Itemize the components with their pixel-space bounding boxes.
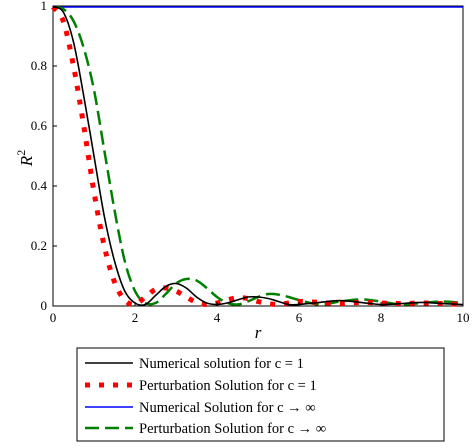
y-axis-label: R2 <box>14 150 36 167</box>
legend-label-3: Perturbation Solution for c → ∞ <box>139 421 326 437</box>
legend: Numerical solution for c = 1 Perturbation… <box>76 347 445 442</box>
y-axis-label-base: R <box>17 155 36 167</box>
x-axis-label: r <box>255 323 262 342</box>
y-tick-label: 1 <box>41 0 48 13</box>
tick-layer: 0 2 4 6 8 10 0 0.2 0.4 0.6 0.8 1 <box>31 0 470 325</box>
y-axis-label-superscript: 2 <box>14 150 28 156</box>
legend-label-2: Numerical Solution for c → ∞ <box>139 400 316 416</box>
y-tick-label: 0.2 <box>31 238 47 253</box>
x-tick-label: 4 <box>214 310 221 325</box>
series-line-3 <box>52 5 464 306</box>
x-tick-label: 10 <box>457 310 470 325</box>
y-tick-label: 0.8 <box>31 58 47 73</box>
y-tick-label: 0 <box>41 298 48 313</box>
x-tick-label: 0 <box>50 310 57 325</box>
legend-box <box>76 347 445 442</box>
legend-label-1: Perturbation Solution for c = 1 <box>139 378 317 394</box>
y-tick-label: 0.6 <box>31 118 48 133</box>
x-tick-label: 8 <box>378 310 385 325</box>
x-tick-label: 2 <box>132 310 139 325</box>
x-tick-label: 6 <box>296 310 303 325</box>
plot-area <box>52 5 464 307</box>
y-tick-label: 0.4 <box>31 178 48 193</box>
legend-items: Numerical solution for c = 1 Perturbation… <box>85 356 326 437</box>
legend-label-0: Numerical solution for c = 1 <box>139 356 304 372</box>
